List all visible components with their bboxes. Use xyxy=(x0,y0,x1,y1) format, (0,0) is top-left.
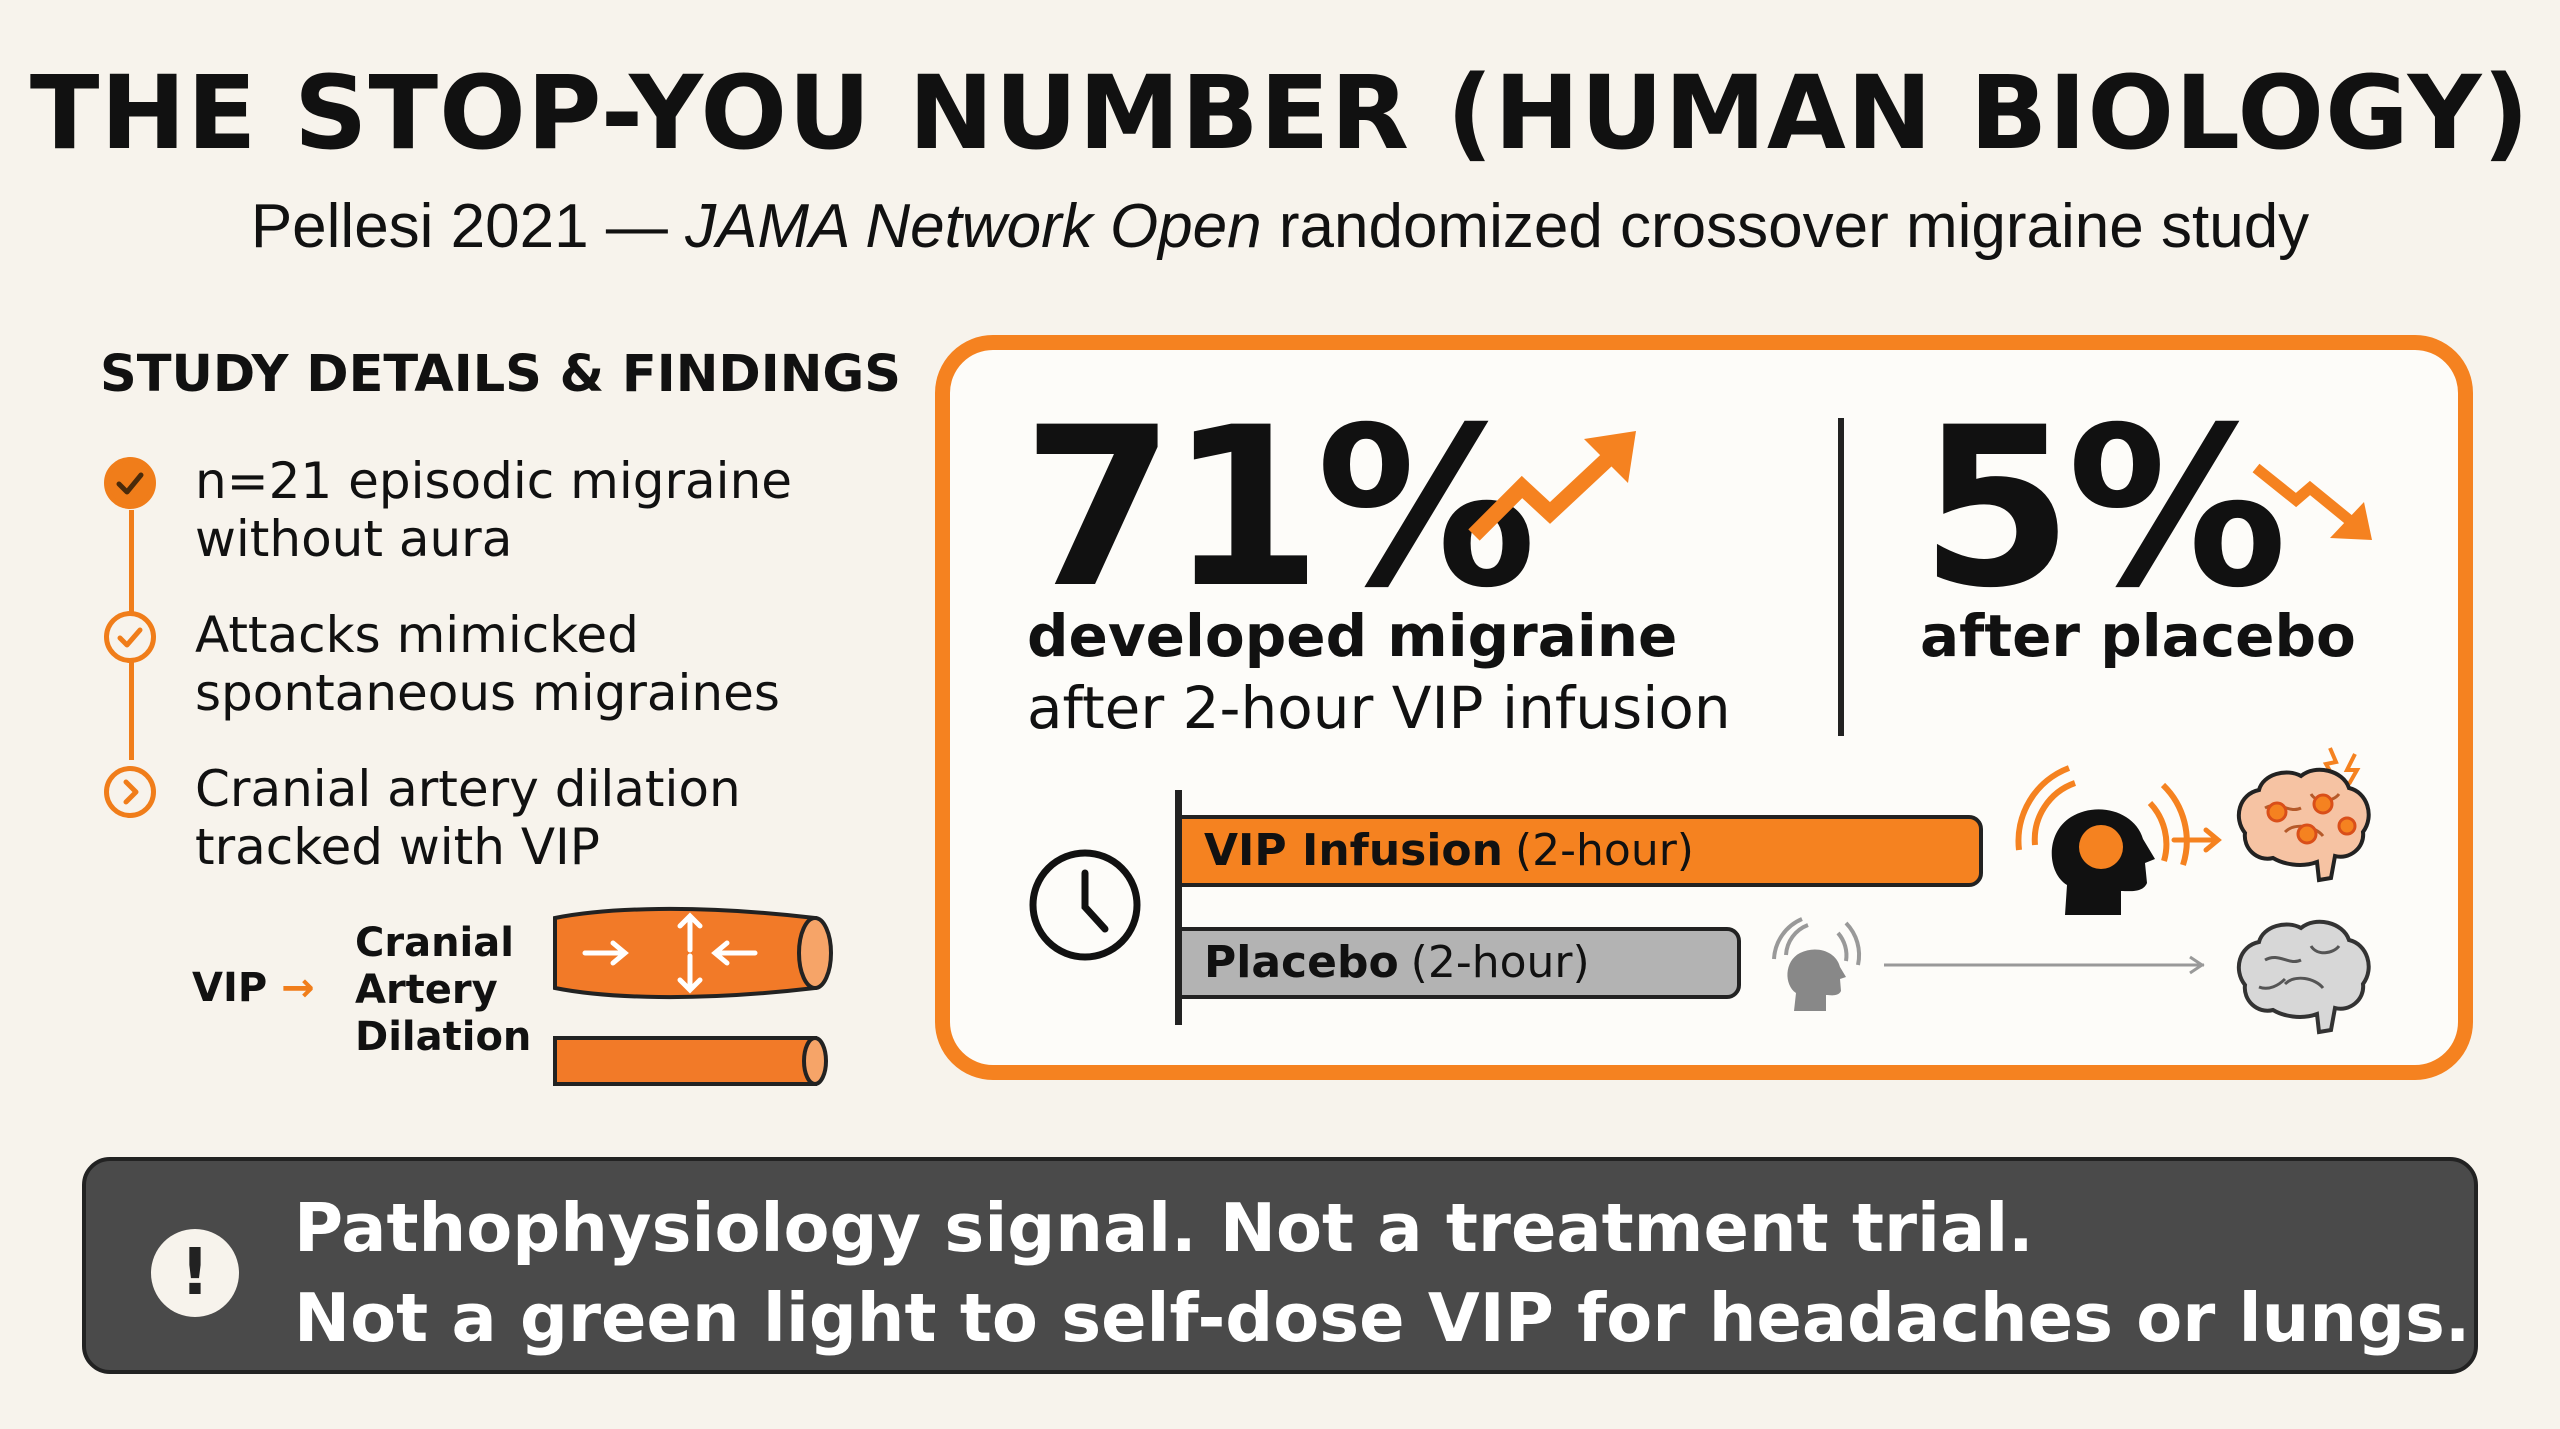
cranial-artery-dilation-label: Cranial Artery Dilation xyxy=(355,920,532,1060)
arrow-right-icon xyxy=(2171,827,2222,853)
chevron-right-icon xyxy=(104,766,156,818)
normal-artery-icon xyxy=(553,1036,828,1086)
arrow-right-grey-icon xyxy=(1884,955,2205,975)
clock-icon xyxy=(1029,849,1141,961)
brain-normal-icon xyxy=(2236,919,2371,1035)
head-pain-waves-icon xyxy=(2015,765,2190,915)
subtitle-journal: JAMA Network Open xyxy=(685,192,1262,261)
warning-text: Pathophysiology signal. Not a treatment … xyxy=(294,1183,2470,1363)
check-filled-icon xyxy=(104,457,156,509)
study-item-3: Cranial artery dilation tracked with VIP xyxy=(195,760,741,876)
check-outline-icon xyxy=(104,611,156,663)
vip-label: VIP → xyxy=(192,965,315,1011)
trend-up-arrow-icon xyxy=(1468,431,1636,541)
warning-banner: ! Pathophysiology signal. Not a treatmen… xyxy=(82,1157,2478,1374)
page-title: THE STOP-YOU NUMBER (HUMAN BIOLOGY) xyxy=(29,54,2531,173)
vip-desc-line2: after 2-hour VIP infusion xyxy=(1027,674,1731,742)
subtitle-suffix: randomized crossover migraine study xyxy=(1261,192,2310,261)
study-details-heading: STUDY DETAILS & FINDINGS xyxy=(100,345,901,404)
brain-pain-icon xyxy=(2236,747,2371,883)
arrow-right-icon: → xyxy=(281,965,315,1011)
vip-result-description: developed migraine after 2-hour VIP infu… xyxy=(1027,600,1731,744)
subtitle-prefix: Pellesi 2021 — xyxy=(250,192,686,261)
timeline-axis xyxy=(1175,790,1182,1025)
warning-line-2: Not a green light to self-dose VIP for h… xyxy=(294,1279,2471,1357)
warning-line-1: Pathophysiology signal. Not a treatment … xyxy=(294,1189,2034,1267)
dilated-artery-icon xyxy=(553,906,833,1000)
head-mild-icon xyxy=(1772,917,1862,1011)
placebo-migraine-percent: 5% xyxy=(1920,380,2288,636)
study-item-1: n=21 episodic migraine without aura xyxy=(195,452,793,568)
placebo-result-description: after placebo xyxy=(1920,602,2356,670)
exclamation-icon: ! xyxy=(151,1229,239,1317)
study-item-2: Attacks mimicked spontaneous migraines xyxy=(195,606,780,722)
vip-migraine-percent: 71% xyxy=(1022,380,1537,636)
artery-dilation-diagram xyxy=(553,906,833,1086)
trend-down-arrow-icon xyxy=(2252,463,2372,540)
placebo-bar: Placebo (2-hour) xyxy=(1178,927,1741,999)
page-subtitle: Pellesi 2021 — JAMA Network Open randomi… xyxy=(0,190,2560,264)
vip-desc-line1: developed migraine xyxy=(1027,602,1678,670)
vip-infusion-bar: VIP Infusion (2-hour) xyxy=(1178,815,1983,887)
results-divider xyxy=(1838,418,1844,736)
